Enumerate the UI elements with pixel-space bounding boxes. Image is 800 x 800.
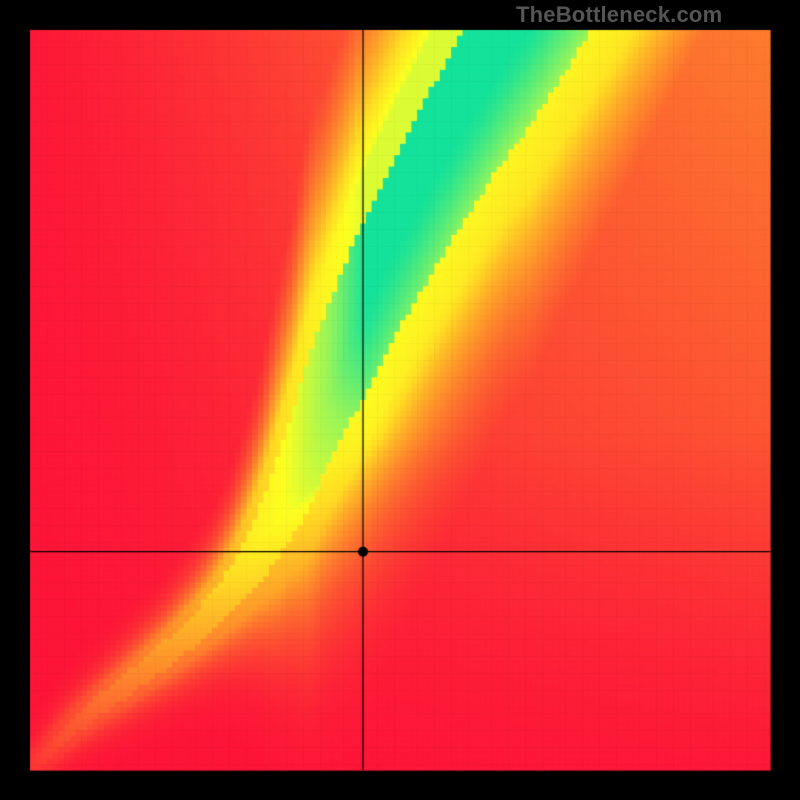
source-watermark: TheBottleneck.com bbox=[516, 2, 722, 28]
bottleneck-heatmap bbox=[0, 0, 800, 800]
chart-container: TheBottleneck.com bbox=[0, 0, 800, 800]
